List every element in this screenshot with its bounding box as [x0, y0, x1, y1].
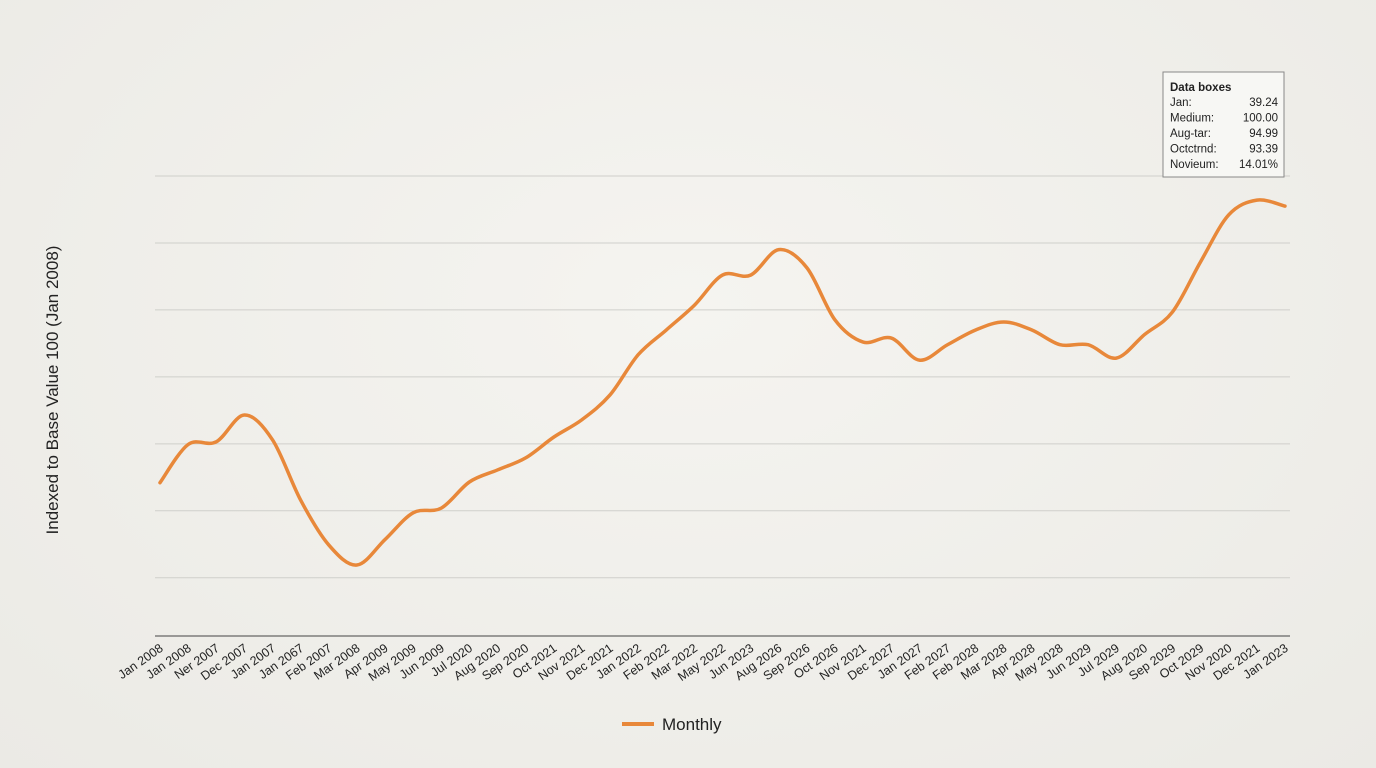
annotation-title: Data boxes: [1170, 82, 1231, 94]
annotation-key: Novieum:: [1170, 159, 1219, 171]
annotation-value: 100.00: [1243, 113, 1278, 125]
annotation-key: Medium:: [1170, 113, 1214, 125]
annotation-key: Jan:: [1170, 97, 1192, 109]
annotation-key: Aug-tar:: [1170, 128, 1211, 140]
annotation-value: 39.24: [1249, 97, 1278, 109]
data-line: [158, 198, 1287, 567]
annotation-value: 93.39: [1249, 144, 1278, 156]
legend-label: Monthly: [662, 715, 722, 734]
y-axis-label: Indexed to Base Value 100 (Jan 2008): [43, 246, 62, 535]
annotation-value: 14.01%: [1239, 159, 1278, 171]
annotation-box: [1162, 71, 1285, 178]
annotation-key: Octctrnd:: [1170, 144, 1217, 156]
annotation-value: 94.99: [1249, 128, 1278, 140]
